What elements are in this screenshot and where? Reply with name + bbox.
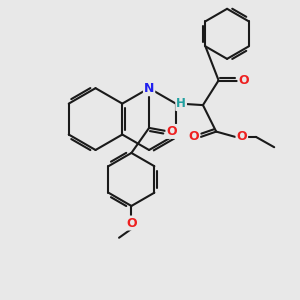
Text: O: O: [188, 130, 199, 143]
Text: H: H: [176, 97, 186, 110]
Text: O: O: [238, 74, 249, 88]
Text: O: O: [236, 130, 247, 143]
Text: N: N: [144, 82, 154, 95]
Text: O: O: [126, 217, 137, 230]
Text: O: O: [167, 125, 177, 138]
